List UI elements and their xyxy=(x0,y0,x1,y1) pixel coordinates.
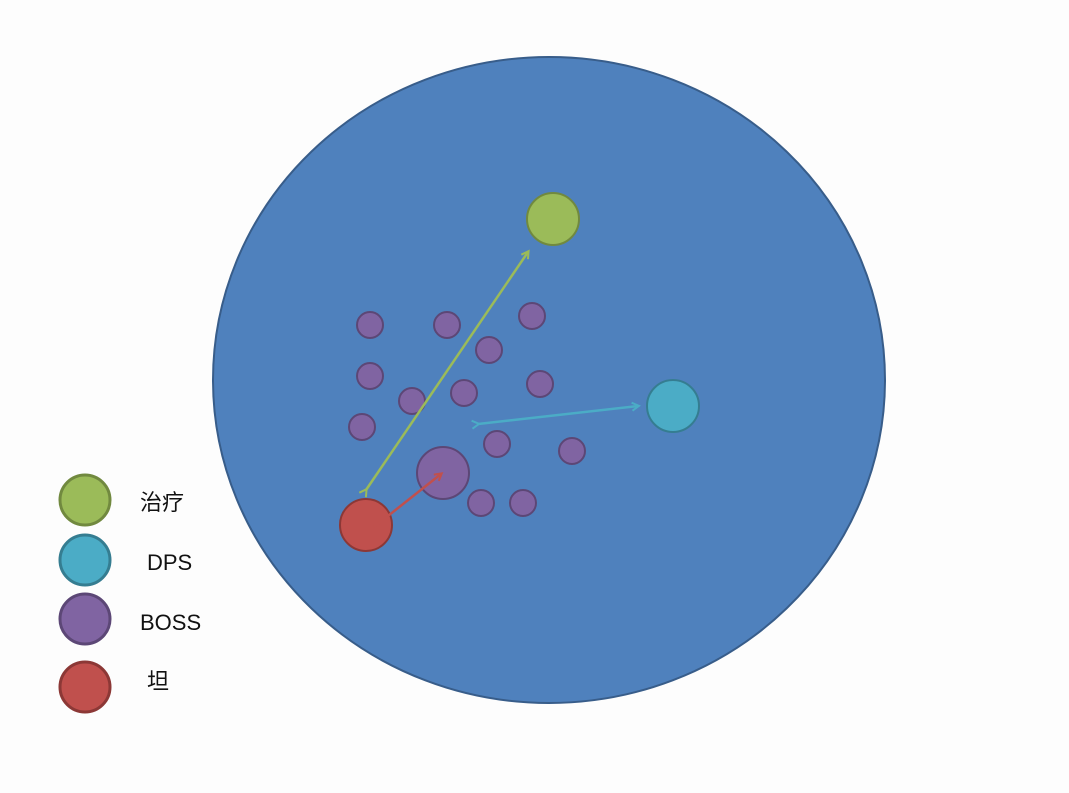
tank-boss-arrow xyxy=(373,474,441,528)
legend-dps-label: DPS xyxy=(147,550,193,575)
legend-tank-swatch xyxy=(58,660,112,714)
dps-boss-arrow xyxy=(478,406,638,424)
add-circle xyxy=(526,370,554,398)
add-circle xyxy=(467,489,495,517)
legend-healer-swatch xyxy=(58,473,112,527)
add-circle xyxy=(475,336,503,364)
legend-boss-label: BOSS xyxy=(140,610,202,635)
add-circle xyxy=(509,489,537,517)
boss-circle xyxy=(416,446,470,500)
legend-tank-label: 坦 xyxy=(147,669,170,694)
add-circle xyxy=(348,413,376,441)
add-circle xyxy=(433,311,461,339)
add-circle xyxy=(450,379,478,407)
healer-tank-arrow xyxy=(366,252,528,490)
legend xyxy=(58,473,112,714)
tank-circle xyxy=(339,498,393,552)
add-circle xyxy=(356,311,384,339)
add-circle xyxy=(518,302,546,330)
add-circle xyxy=(558,437,586,465)
add-circle xyxy=(483,430,511,458)
dps-circle xyxy=(646,379,700,433)
healer-circle xyxy=(526,192,580,246)
legend-healer-label: 治疗 xyxy=(140,490,185,515)
add-circle xyxy=(356,362,384,390)
legend-boss-swatch xyxy=(58,592,112,646)
legend-dps-swatch xyxy=(58,533,112,587)
